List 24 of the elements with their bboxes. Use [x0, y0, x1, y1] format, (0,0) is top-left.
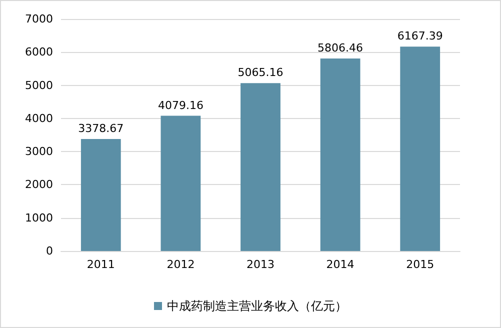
- y-tick-label: 0: [46, 244, 53, 258]
- legend-label: 中成药制造主营业务收入（亿元）: [167, 299, 347, 313]
- y-tick-label: 3000: [25, 145, 53, 158]
- data-label: 5806.46: [318, 42, 364, 55]
- bar: [320, 58, 360, 251]
- x-tick-label: 2015: [406, 258, 434, 271]
- data-label: 3378.67: [78, 122, 124, 136]
- bar: [160, 116, 201, 251]
- data-label: 4079.16: [158, 98, 204, 112]
- bar: [80, 139, 121, 251]
- x-tick-label: 2014: [326, 258, 354, 271]
- y-tick-label: 7000: [25, 12, 53, 26]
- data-label: 5065.16: [238, 66, 284, 80]
- bar: [240, 83, 280, 251]
- y-tick-label: 4000: [25, 112, 53, 125]
- x-tick-label: 2011: [86, 258, 115, 271]
- y-tick-label: 2000: [25, 178, 53, 192]
- y-tick-label: 1000: [25, 211, 53, 224]
- x-tick-label: 2013: [246, 258, 274, 271]
- bar: [400, 46, 440, 251]
- data-label: 6167.39: [397, 30, 443, 43]
- x-tick-label: 2012: [166, 258, 195, 271]
- y-tick-label: 6000: [25, 46, 53, 59]
- y-tick-label: 5000: [25, 78, 53, 92]
